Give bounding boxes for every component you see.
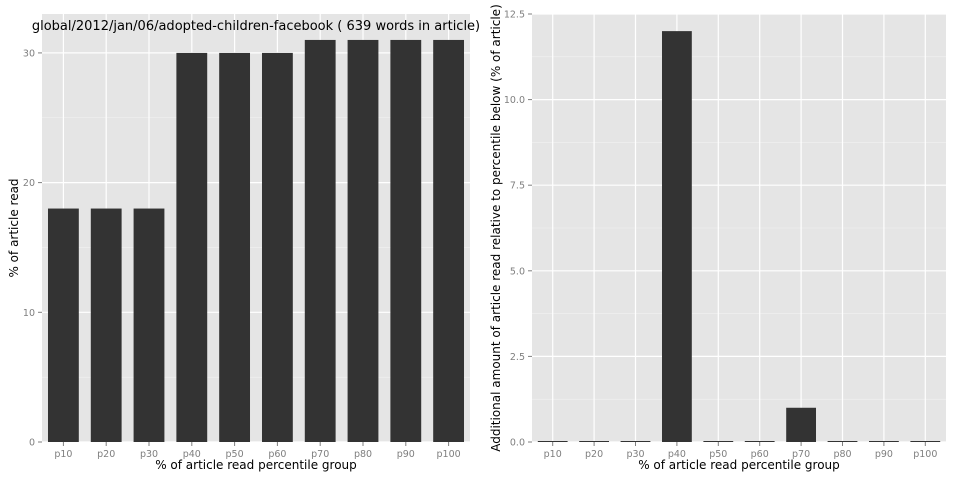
right-x-tick-label: p60 bbox=[751, 449, 769, 460]
right-bar-p70 bbox=[786, 407, 817, 442]
right-x-tick-label: p10 bbox=[544, 449, 562, 460]
right-x-tick-label: p70 bbox=[792, 449, 810, 460]
right-x-tick-label: p90 bbox=[875, 449, 893, 460]
left-x-tick-label: p70 bbox=[311, 449, 329, 460]
right-y-tick-label: 2.5 bbox=[510, 352, 525, 363]
right-bar-p10 bbox=[537, 441, 568, 442]
left-x-tick-label: p50 bbox=[226, 449, 244, 460]
right-x-axis-label: % of article read percentile group bbox=[638, 458, 840, 472]
right-y-tick-label: 0.0 bbox=[510, 438, 525, 449]
left-bar-p90 bbox=[390, 39, 422, 442]
right-y-tick-label: 10.0 bbox=[504, 95, 525, 106]
right-x-tick-label: p100 bbox=[913, 449, 937, 460]
right-bar-p20 bbox=[579, 441, 610, 442]
right-x-tick-label: p50 bbox=[709, 449, 727, 460]
right-y-tick-label: 7.5 bbox=[510, 181, 525, 192]
left-bar-p20 bbox=[90, 208, 122, 442]
right-bar-p50 bbox=[703, 441, 734, 442]
right-y-tick-label: 5.0 bbox=[510, 266, 525, 277]
left-x-tick-label: p30 bbox=[140, 449, 158, 460]
left-bar-p70 bbox=[304, 39, 336, 442]
left-x-tick-label: p80 bbox=[354, 449, 372, 460]
left-x-tick-label: p20 bbox=[97, 449, 115, 460]
left-bar-p80 bbox=[347, 39, 379, 442]
left-x-tick-label: p100 bbox=[437, 449, 461, 460]
left-y-axis-label: % of article read bbox=[7, 178, 21, 277]
right-y-axis-label: Additional amount of article read relati… bbox=[489, 4, 503, 452]
left-bar-p60 bbox=[261, 52, 293, 443]
left-y-tick-label: 0 bbox=[29, 438, 35, 449]
left-y-tick-label: 20 bbox=[23, 178, 35, 189]
right-x-tick-label: p80 bbox=[833, 449, 851, 460]
right-y-tick-label: 12.5 bbox=[504, 10, 525, 21]
left-x-axis-label: % of article read percentile group bbox=[155, 458, 357, 472]
left-bar-p50 bbox=[219, 52, 251, 443]
right-chart: 0.0 2.5 5.0 7.5 10.0 12.5 p10 p20 p30 p40 p50 p60 p7… bbox=[489, 4, 946, 472]
left-bar-p10 bbox=[47, 208, 79, 442]
left-chart: 0 10 20 30 p10 p20 p30 p40 p50 p60 p70 p80 p90 p100 % … bbox=[7, 14, 480, 472]
right-x-tick-label: p30 bbox=[626, 449, 644, 460]
right-bar-p100 bbox=[910, 441, 941, 442]
right-bar-p80 bbox=[827, 441, 858, 442]
right-bar-p40 bbox=[661, 31, 692, 443]
left-x-tick-label: p90 bbox=[397, 449, 415, 460]
right-x-tick-label: p20 bbox=[585, 449, 603, 460]
left-x-tick-label: p40 bbox=[183, 449, 201, 460]
left-bar-p40 bbox=[176, 52, 208, 443]
left-chart-title: global/2012/jan/06/adopted-children-face… bbox=[32, 19, 480, 34]
left-x-tick-label: p60 bbox=[268, 449, 286, 460]
left-bar-p100 bbox=[433, 39, 465, 442]
left-y-tick-label: 30 bbox=[23, 48, 35, 59]
left-y-tick-label: 10 bbox=[23, 308, 35, 319]
right-bar-p30 bbox=[620, 441, 651, 442]
right-x-tick-label: p40 bbox=[668, 449, 686, 460]
right-bar-p60 bbox=[744, 441, 775, 442]
right-bar-p90 bbox=[868, 441, 899, 442]
left-x-tick-label: p10 bbox=[54, 449, 72, 460]
left-bar-p30 bbox=[133, 208, 165, 442]
